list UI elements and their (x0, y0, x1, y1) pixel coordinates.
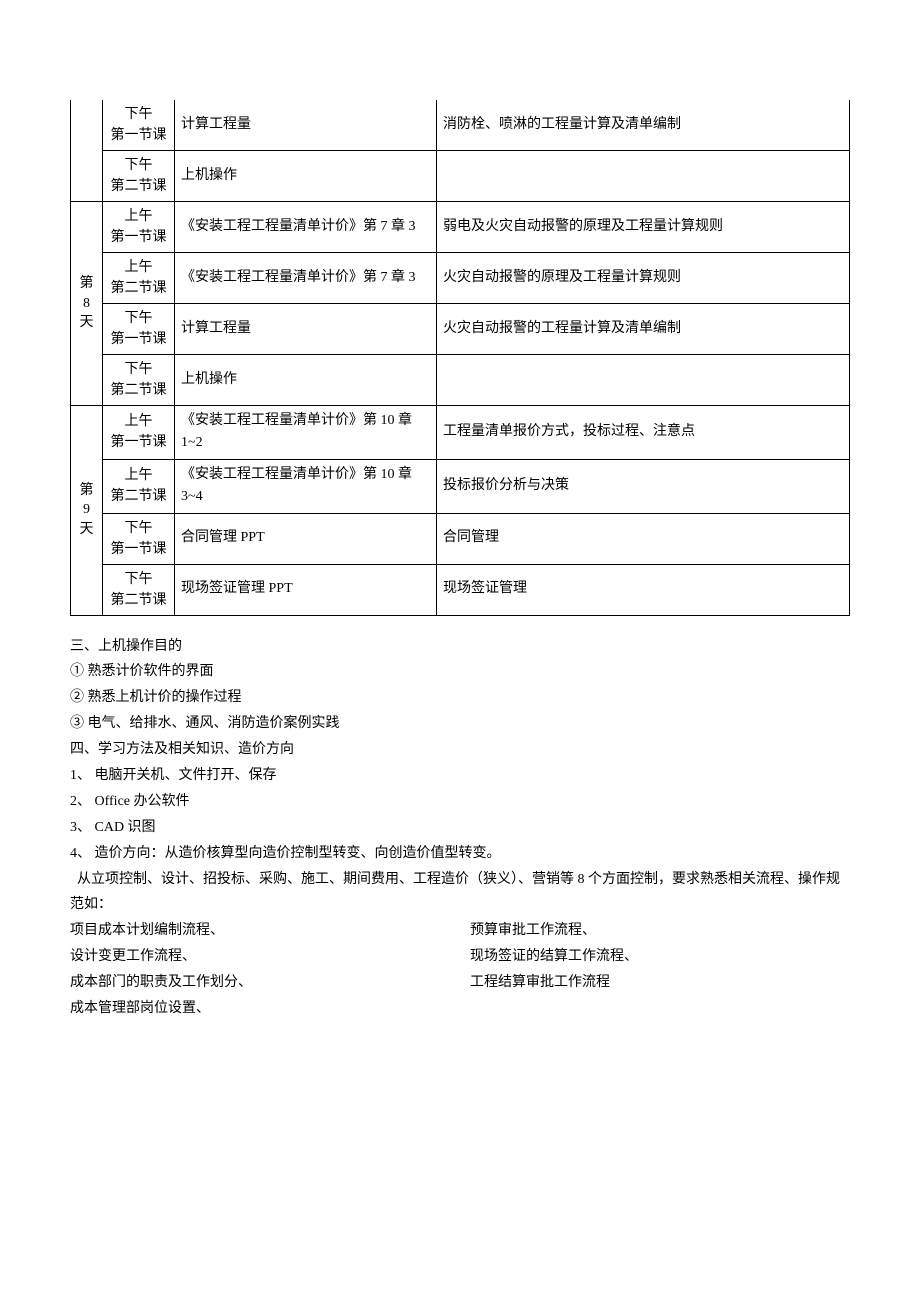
period-cell: 上午第一节课 (103, 406, 175, 460)
material-cell: 《安装工程工程量清单计价》第 7 章 3 (175, 202, 437, 253)
schedule-table: 下午第一节课计算工程量消防栓、喷淋的工程量计算及清单编制下午第二节课上机操作第8… (70, 100, 850, 616)
section3-title: 三、上机操作目的 (70, 634, 850, 660)
list-item: 2、 Office 办公软件 (70, 789, 850, 815)
list-item: 4、 造价方向：从造价核算型向造价控制型转变、向创造价值型转变。 (70, 841, 850, 867)
content-cell: 消防栓、喷淋的工程量计算及清单编制 (437, 100, 850, 151)
period-cell: 下午第二节课 (103, 355, 175, 406)
period-cell: 下午第一节课 (103, 100, 175, 151)
material-cell: 计算工程量 (175, 304, 437, 355)
content-cell: 现场签证管理 (437, 564, 850, 615)
table-row: 上午第二节课《安装工程工程量清单计价》第 7 章 3火灾自动报警的原理及工程量计… (71, 253, 850, 304)
period-cell: 下午第一节课 (103, 513, 175, 564)
section4-items: 1、 电脑开关机、文件打开、保存2、 Office 办公软件3、 CAD 识图4… (70, 763, 850, 867)
section3-items: ① 熟悉计价软件的界面② 熟悉上机计价的操作过程③ 电气、给排水、通风、消防造价… (70, 659, 850, 737)
period-cell: 上午第二节课 (103, 459, 175, 513)
list-item: 项目成本计划编制流程、 (70, 918, 470, 944)
list-item: ③ 电气、给排水、通风、消防造价案例实践 (70, 711, 850, 737)
material-cell: 现场签证管理 PPT (175, 564, 437, 615)
list-item: ① 熟悉计价软件的界面 (70, 659, 850, 685)
list-item: 3、 CAD 识图 (70, 815, 850, 841)
table-row: 下午第一节课计算工程量火灾自动报警的工程量计算及清单编制 (71, 304, 850, 355)
content-cell (437, 151, 850, 202)
schedule-tbody: 下午第一节课计算工程量消防栓、喷淋的工程量计算及清单编制下午第二节课上机操作第8… (71, 100, 850, 615)
day-cell: 第9天 (71, 406, 103, 616)
right-column: 预算审批工作流程、现场签证的结算工作流程、工程结算审批工作流程 (470, 918, 850, 1022)
period-cell: 下午第二节课 (103, 564, 175, 615)
list-item: 预算审批工作流程、 (470, 918, 850, 944)
left-column: 项目成本计划编制流程、设计变更工作流程、成本部门的职责及工作划分、成本管理部岗位… (70, 918, 470, 1022)
table-row: 第9天上午第一节课《安装工程工程量清单计价》第 10 章 1~2工程量清单报价方… (71, 406, 850, 460)
period-cell: 上午第一节课 (103, 202, 175, 253)
content-cell: 工程量清单报价方式，投标过程、注意点 (437, 406, 850, 460)
content-cell (437, 355, 850, 406)
content-cell: 投标报价分析与决策 (437, 459, 850, 513)
day-cell (71, 100, 103, 202)
table-row: 下午第一节课计算工程量消防栓、喷淋的工程量计算及清单编制 (71, 100, 850, 151)
period-cell: 下午第一节课 (103, 304, 175, 355)
day-cell: 第8天 (71, 202, 103, 406)
table-row: 下午第二节课上机操作 (71, 151, 850, 202)
content-cell: 火灾自动报警的原理及工程量计算规则 (437, 253, 850, 304)
section4-title: 四、学习方法及相关知识、造价方向 (70, 737, 850, 763)
list-item: ② 熟悉上机计价的操作过程 (70, 685, 850, 711)
table-row: 下午第二节课现场签证管理 PPT现场签证管理 (71, 564, 850, 615)
period-cell: 上午第二节课 (103, 253, 175, 304)
list-item: 设计变更工作流程、 (70, 944, 470, 970)
two-column-list: 项目成本计划编制流程、设计变更工作流程、成本部门的职责及工作划分、成本管理部岗位… (70, 918, 850, 1022)
material-cell: 上机操作 (175, 151, 437, 202)
period-cell: 下午第二节课 (103, 151, 175, 202)
list-item: 现场签证的结算工作流程、 (470, 944, 850, 970)
table-row: 下午第二节课上机操作 (71, 355, 850, 406)
body-text: 三、上机操作目的 ① 熟悉计价软件的界面② 熟悉上机计价的操作过程③ 电气、给排… (70, 634, 850, 1022)
material-cell: 《安装工程工程量清单计价》第 10 章 1~2 (175, 406, 437, 460)
list-item: 成本管理部岗位设置、 (70, 996, 470, 1022)
content-cell: 弱电及火灾自动报警的原理及工程量计算规则 (437, 202, 850, 253)
material-cell: 计算工程量 (175, 100, 437, 151)
table-row: 上午第二节课《安装工程工程量清单计价》第 10 章 3~4投标报价分析与决策 (71, 459, 850, 513)
material-cell: 上机操作 (175, 355, 437, 406)
section4-para1: 从立项控制、设计、招投标、采购、施工、期间费用、工程造价（狭义）、营销等 8 个… (70, 867, 850, 919)
table-row: 第8天上午第一节课《安装工程工程量清单计价》第 7 章 3弱电及火灾自动报警的原… (71, 202, 850, 253)
material-cell: 合同管理 PPT (175, 513, 437, 564)
list-item: 成本部门的职责及工作划分、 (70, 970, 470, 996)
material-cell: 《安装工程工程量清单计价》第 7 章 3 (175, 253, 437, 304)
list-item: 1、 电脑开关机、文件打开、保存 (70, 763, 850, 789)
content-cell: 火灾自动报警的工程量计算及清单编制 (437, 304, 850, 355)
material-cell: 《安装工程工程量清单计价》第 10 章 3~4 (175, 459, 437, 513)
table-row: 下午第一节课合同管理 PPT合同管理 (71, 513, 850, 564)
list-item: 工程结算审批工作流程 (470, 970, 850, 996)
content-cell: 合同管理 (437, 513, 850, 564)
